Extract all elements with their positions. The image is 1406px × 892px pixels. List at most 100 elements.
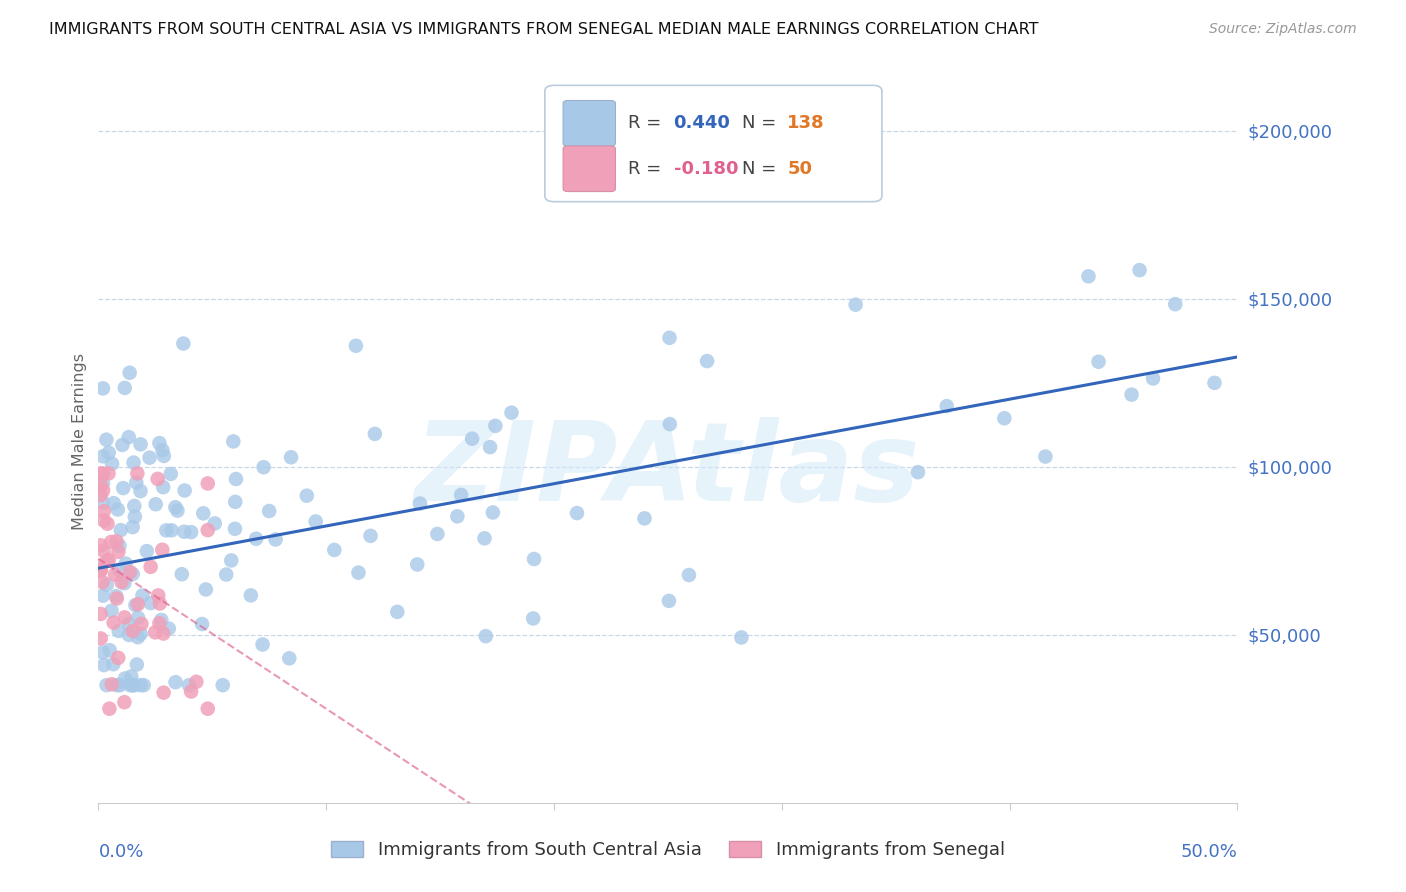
Point — [143, 625, 166, 640]
Point — [160, 524, 183, 538]
Point — [96, 433, 118, 447]
Point — [344, 339, 367, 353]
Point — [696, 354, 718, 368]
Point — [97, 553, 120, 567]
Point — [148, 436, 170, 450]
Point — [173, 524, 195, 539]
Point — [107, 545, 129, 559]
Legend: Immigrants from South Central Asia, Immigrants from Senegal: Immigrants from South Central Asia, Immi… — [323, 833, 1012, 866]
Point — [565, 506, 588, 520]
Point — [96, 678, 118, 692]
Point — [245, 532, 267, 546]
Point — [114, 557, 136, 571]
Point — [111, 438, 134, 452]
Point — [197, 476, 219, 491]
Point — [730, 631, 752, 645]
Text: 0.0%: 0.0% — [98, 843, 143, 861]
Point — [474, 532, 496, 546]
Point — [180, 525, 202, 540]
Point — [122, 678, 145, 692]
Point — [475, 629, 498, 643]
Point — [122, 678, 145, 692]
Point — [145, 497, 167, 511]
Point — [148, 589, 170, 603]
Point — [152, 443, 174, 458]
Point — [93, 658, 115, 673]
Point — [104, 567, 127, 582]
Point — [1204, 376, 1226, 390]
FancyBboxPatch shape — [546, 86, 882, 202]
Point — [110, 523, 132, 537]
Point — [120, 669, 142, 683]
Point — [1164, 297, 1187, 311]
Point — [101, 457, 124, 471]
Point — [149, 597, 172, 611]
Text: Source: ZipAtlas.com: Source: ZipAtlas.com — [1209, 22, 1357, 37]
Point — [364, 426, 387, 441]
Point — [118, 430, 141, 444]
Point — [193, 507, 215, 521]
Point — [90, 538, 112, 552]
Point — [103, 496, 125, 510]
Point — [278, 651, 301, 665]
Point — [993, 411, 1015, 425]
Point — [1142, 371, 1164, 385]
Point — [96, 578, 118, 592]
Text: R =: R = — [628, 160, 666, 178]
Point — [215, 567, 238, 582]
Point — [658, 331, 681, 345]
Point — [1087, 355, 1109, 369]
Point — [129, 627, 152, 641]
Point — [1035, 450, 1057, 464]
Point — [105, 678, 128, 692]
Point — [114, 381, 136, 395]
Point — [103, 657, 125, 672]
Point — [194, 582, 217, 597]
Text: 50: 50 — [787, 160, 813, 178]
Point — [409, 497, 432, 511]
Text: R =: R = — [628, 114, 666, 132]
Point — [257, 504, 280, 518]
Point — [224, 495, 246, 509]
Point — [118, 617, 141, 632]
Point — [165, 500, 187, 515]
Point — [152, 626, 174, 640]
Point — [323, 543, 346, 558]
Point — [138, 450, 160, 465]
Point — [91, 483, 114, 498]
Point — [90, 607, 112, 621]
Point — [90, 563, 112, 577]
Point — [146, 472, 169, 486]
Point — [90, 632, 112, 646]
Point — [360, 529, 382, 543]
Text: -0.180: -0.180 — [673, 160, 738, 178]
Point — [153, 449, 176, 463]
Point — [180, 684, 202, 698]
Point — [253, 460, 276, 475]
Text: 50.0%: 50.0% — [1181, 843, 1237, 861]
Point — [105, 591, 128, 606]
Point — [105, 589, 128, 603]
Point — [155, 524, 177, 538]
Point — [387, 605, 409, 619]
Point — [103, 615, 125, 630]
Point — [484, 418, 506, 433]
Point — [91, 589, 114, 603]
Point — [845, 298, 868, 312]
Point — [91, 575, 114, 590]
Point — [127, 597, 149, 611]
Point — [633, 511, 655, 525]
Point — [1077, 269, 1099, 284]
Point — [108, 539, 131, 553]
Point — [165, 675, 187, 690]
Point — [100, 535, 122, 549]
Point — [114, 672, 136, 686]
Point — [127, 467, 149, 481]
Point — [222, 434, 245, 449]
Point — [219, 553, 242, 567]
Point — [121, 567, 143, 582]
Point — [461, 432, 484, 446]
Point — [522, 611, 544, 625]
Point — [264, 533, 287, 547]
Point — [295, 489, 318, 503]
